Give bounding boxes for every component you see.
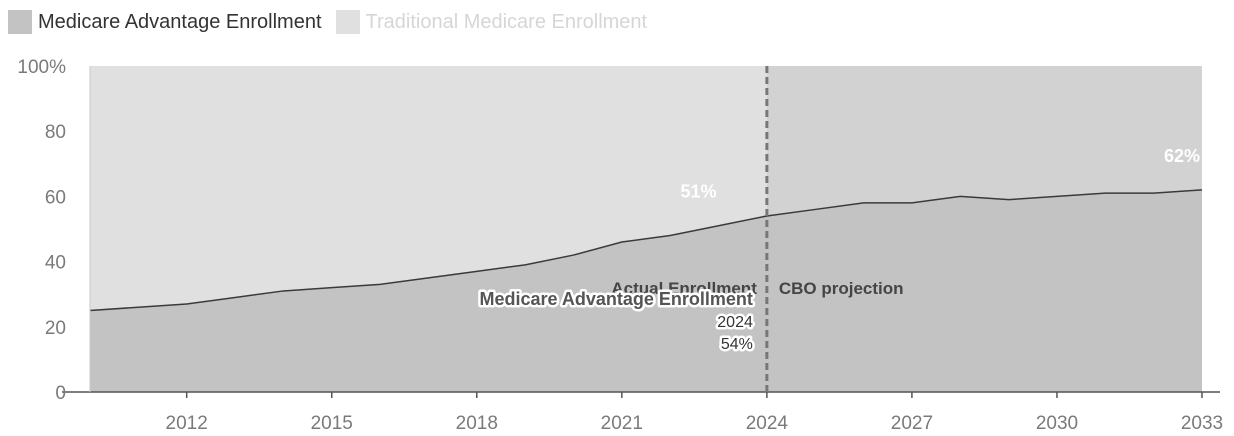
legend-label-traditional-medicare: Traditional Medicare Enrollment	[365, 10, 648, 33]
y-tick-label: 0	[55, 383, 66, 404]
hover-tooltip: Medicare Advantage Enrollment 2024 54%	[477, 287, 756, 356]
legend-item-traditional-medicare[interactable]: Traditional Medicare Enrollment	[335, 10, 648, 34]
y-tick-label: 80	[45, 122, 66, 143]
x-tick-label: 2021	[601, 413, 643, 434]
x-tick-label: 2015	[311, 413, 353, 434]
x-tick-label: 2012	[166, 413, 208, 434]
medicare-advantage-line	[89, 189, 1203, 312]
x-tick-label: 2018	[456, 413, 498, 434]
x-tick-label: 2030	[1036, 413, 1078, 434]
y-tick-label: 40	[45, 253, 66, 274]
cbo-projection-label: CBO projection	[779, 279, 904, 298]
x-tick-label: 2033	[1181, 413, 1223, 434]
y-tick-label: 60	[45, 187, 66, 208]
legend-swatch-medicare-advantage	[8, 10, 32, 34]
medicare-advantage-area	[90, 189, 1202, 392]
legend-label-medicare-advantage: Medicare Advantage Enrollment	[38, 10, 322, 33]
legend-item-medicare-advantage[interactable]: Medicare Advantage Enrollment	[8, 10, 322, 34]
chart-legend: Medicare Advantage Enrollment Traditiona…	[8, 8, 647, 36]
tooltip-series-name: Medicare Advantage Enrollment	[479, 289, 752, 309]
tooltip-y-value: 54%	[721, 336, 753, 353]
tooltip-x-value: 2024	[717, 314, 753, 331]
x-tick-label: 2027	[891, 413, 933, 434]
actual-enrollment-label: Actual Enrollment	[611, 279, 757, 298]
data-label: 51%	[681, 182, 717, 202]
y-tick-label: 100%	[17, 57, 66, 78]
y-tick-label: 20	[45, 318, 66, 339]
legend-swatch-traditional-medicare	[335, 10, 360, 34]
data-label: 62%	[1164, 146, 1200, 166]
x-tick-label: 2024	[746, 413, 789, 434]
